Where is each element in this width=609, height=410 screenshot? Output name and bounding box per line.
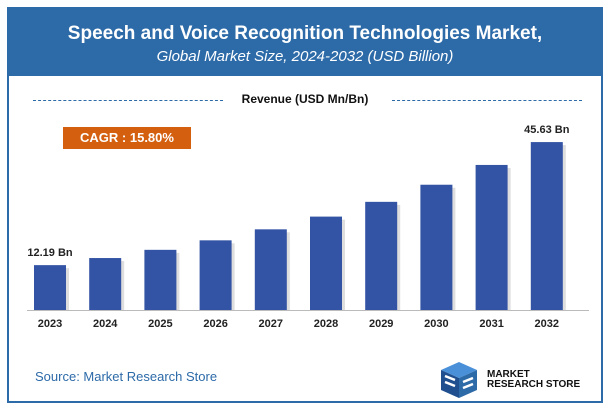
x-tick-label: 2032	[535, 318, 559, 330]
source-text: Source: Market Research Store	[35, 369, 218, 384]
data-label: 12.19 Bn	[27, 247, 73, 259]
chart-subtitle: Global Market Size, 2024-2032 (USD Billi…	[156, 48, 454, 65]
x-tick-label: 2027	[259, 318, 283, 330]
logo-line2: RESEARCH STORE	[487, 379, 581, 390]
bar-2026	[199, 240, 232, 310]
legend-dash-left	[33, 100, 223, 101]
x-tick-label: 2023	[38, 318, 62, 330]
x-tick-label: 2025	[148, 318, 172, 330]
legend: Revenue (USD Mn/Bn)	[9, 92, 601, 106]
header: Speech and Voice Recognition Technologie…	[9, 9, 601, 76]
logo: MARKET RESEARCH STORE	[437, 360, 580, 400]
bar-2025	[144, 249, 177, 310]
bar-2024	[89, 258, 122, 310]
bar-chart: 2023 2024 2025 2026 2027 2028 2029 2030 2031 2032…	[27, 124, 589, 330]
cagr-badge: CAGR : 15.80%	[63, 127, 191, 149]
bar-2023	[34, 265, 66, 310]
chart-title: Speech and Voice Recognition Technologie…	[67, 23, 543, 44]
bar-2027	[254, 229, 287, 310]
x-tick-label: 2030	[424, 318, 448, 330]
bar-2028	[310, 216, 342, 310]
bar-2030	[420, 184, 453, 310]
chart-frame: Speech and Voice Recognition Technologie…	[7, 7, 603, 403]
bar-2029	[365, 201, 398, 310]
x-tick-label: 2026	[203, 318, 227, 330]
bar-2032	[530, 142, 563, 310]
data-label: 45.63 Bn	[524, 124, 570, 136]
x-tick-label: 2024	[93, 318, 118, 330]
bar-2031	[475, 164, 508, 310]
logo-cube-icon	[441, 362, 477, 398]
legend-dash-right	[392, 100, 582, 101]
x-tick-label: 2029	[369, 318, 393, 330]
logo-line1: MARKET	[487, 369, 530, 380]
legend-label: Revenue (USD Mn/Bn)	[235, 92, 375, 106]
x-tick-label: 2031	[479, 318, 503, 330]
x-tick-label: 2028	[314, 318, 338, 330]
